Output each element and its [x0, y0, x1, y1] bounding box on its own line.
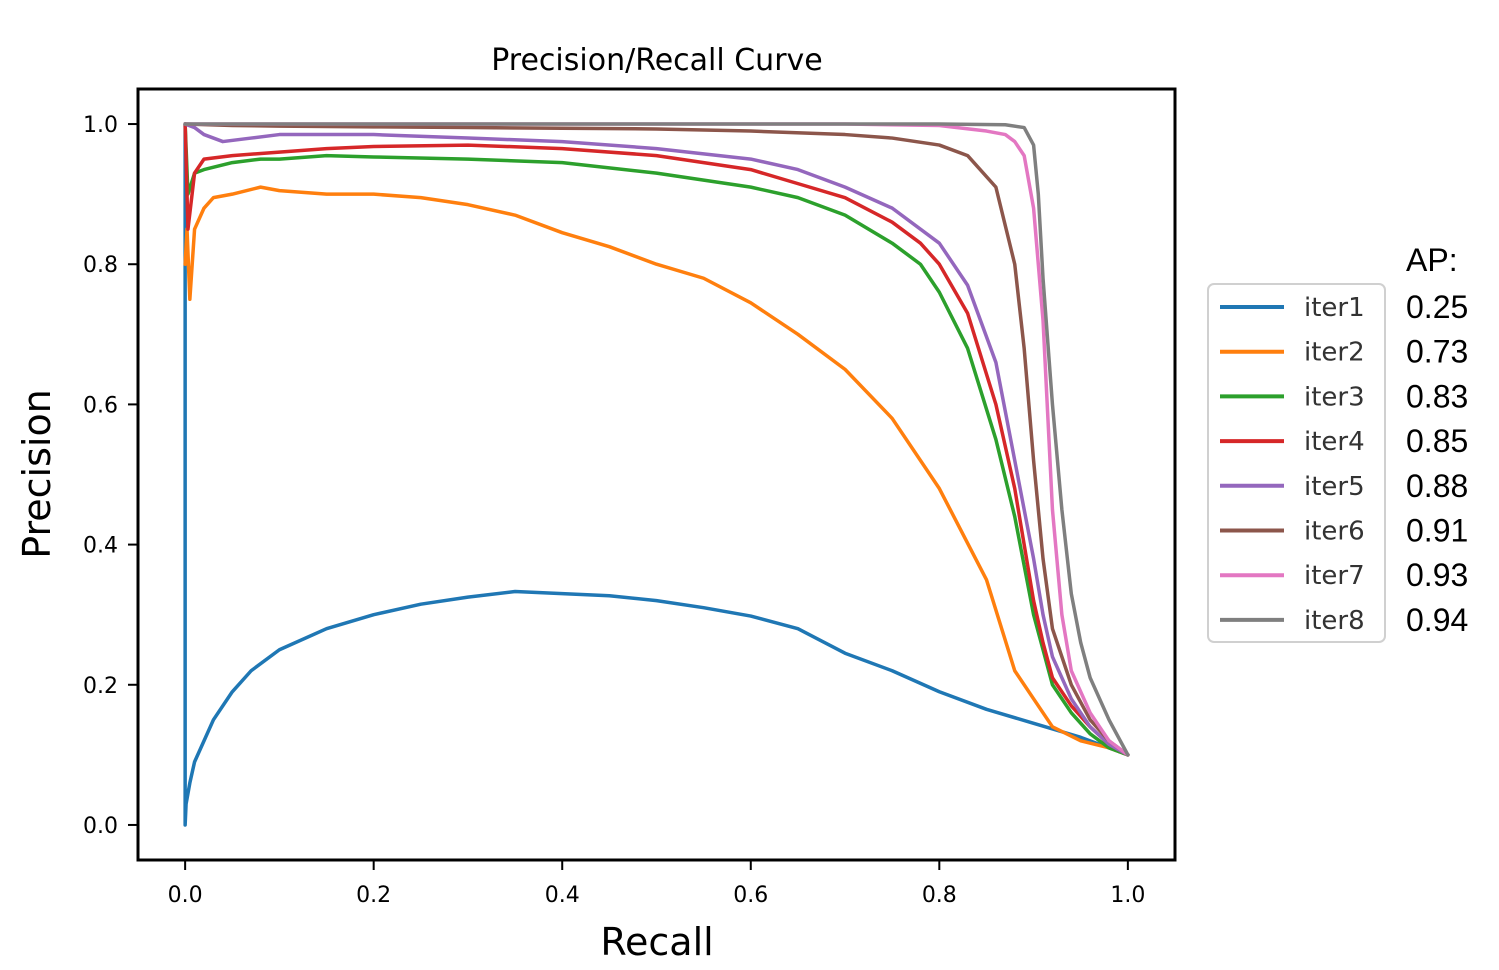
x-tick-label: 1.0 [1110, 883, 1145, 908]
chart-title: Precision/Recall Curve [491, 43, 823, 78]
ap-value-iter4: 0.85 [1406, 423, 1468, 459]
x-tick-label: 0.8 [922, 883, 957, 908]
x-tick-label: 0.6 [733, 883, 768, 908]
legend: iter1 iter2 iter3 iter4 iter5 iter6 iter7 iter8 [1220, 293, 1365, 636]
ap-value-iter1: 0.25 [1406, 289, 1468, 325]
y-tick-label: 0.8 [83, 253, 118, 278]
legend-label-iter8: iter8 [1304, 606, 1365, 636]
y-axis: 0.0 0.2 0.4 0.6 0.8 1.0 [83, 113, 138, 839]
series-line-iter5 [183, 122, 1130, 757]
x-axis-title: Recall [600, 920, 713, 964]
series-line-iter4 [183, 122, 1130, 757]
ap-value-iter7: 0.93 [1406, 557, 1468, 593]
series-layer [183, 122, 1130, 827]
y-tick-label: 0.2 [83, 674, 118, 699]
series-line-iter3 [183, 122, 1130, 757]
ap-value-iter2: 0.73 [1406, 334, 1468, 370]
legend-label-iter6: iter6 [1304, 517, 1365, 547]
legend-label-iter7: iter7 [1304, 561, 1365, 591]
ap-header: AP: [1406, 242, 1458, 278]
series-line-iter6 [183, 122, 1130, 757]
y-tick-label: 0.4 [83, 534, 118, 559]
ap-value-iter5: 0.88 [1406, 468, 1468, 504]
y-tick-label: 0.6 [83, 393, 118, 418]
ap-value-iter8: 0.94 [1406, 602, 1468, 638]
ap-value-iter3: 0.83 [1406, 378, 1468, 414]
y-axis-title: Precision [15, 389, 59, 559]
legend-label-iter2: iter2 [1304, 338, 1365, 368]
x-tick-label: 0.2 [356, 883, 391, 908]
legend-label-iter5: iter5 [1304, 472, 1365, 502]
x-tick-label: 0.0 [168, 883, 203, 908]
plot-frame [136, 87, 1177, 862]
ap-values: 0.25 0.73 0.83 0.85 0.88 0.91 0.93 0.94 [1406, 289, 1468, 638]
ap-value-iter6: 0.91 [1406, 513, 1468, 549]
x-tick-label: 0.4 [545, 883, 580, 908]
series-line-iter1 [183, 122, 1130, 827]
legend-label-iter1: iter1 [1304, 293, 1365, 323]
legend-label-iter4: iter4 [1304, 427, 1365, 457]
y-tick-label: 1.0 [83, 113, 118, 138]
series-line-iter2 [183, 185, 1130, 757]
y-tick-label: 0.0 [83, 814, 118, 839]
x-axis: 0.0 0.2 0.4 0.6 0.8 1.0 [168, 860, 1145, 908]
series-line-iter8 [183, 122, 1130, 757]
legend-label-iter3: iter3 [1304, 382, 1365, 412]
legend-box [1207, 283, 1386, 643]
